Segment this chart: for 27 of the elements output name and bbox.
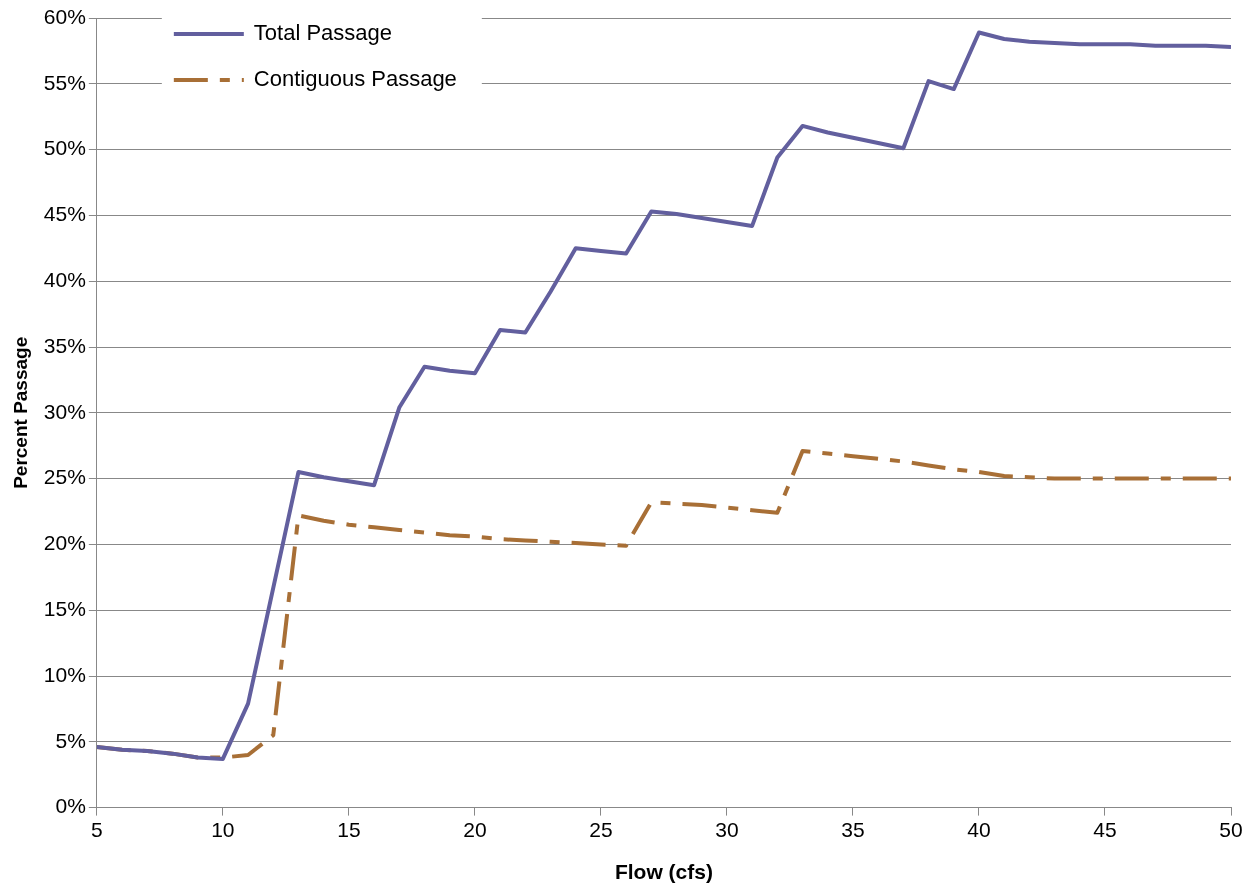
x-tick-label: 40: [967, 818, 991, 841]
x-tick-label: 5: [90, 818, 103, 841]
y-tick-label: 55%: [43, 70, 86, 94]
legend-label: Contiguous Passage: [253, 66, 457, 92]
legend-label: Total Passage: [253, 20, 393, 46]
x-tick-label: 10: [211, 818, 235, 841]
x-tick-label: 35: [841, 818, 865, 841]
y-tick-label: 15%: [43, 597, 86, 620]
x-tick-label: 25: [589, 818, 613, 841]
y-tick-label: 10%: [43, 662, 86, 686]
y-tick-label: 35%: [43, 333, 86, 357]
x-tick-label: 50: [1219, 818, 1243, 841]
y-tick-label: 0%: [55, 794, 86, 818]
y-tick-label: 5%: [55, 728, 86, 752]
y-tick-label: 50%: [43, 136, 86, 160]
y-tick-label: 45%: [43, 202, 86, 226]
x-tick-label: 45: [1093, 818, 1117, 841]
y-tick-label: 20%: [43, 531, 86, 555]
y-tick-label: 30%: [43, 399, 86, 423]
y-tick-label: 40%: [43, 268, 86, 291]
y-tick-label: 60%: [43, 4, 86, 28]
x-tick-label: 30: [715, 818, 739, 841]
y-axis-title: Percent Passage: [9, 336, 31, 489]
x-tick-label: 20: [463, 818, 487, 841]
x-tick-label: 15: [337, 818, 361, 841]
x-axis-title: Flow (cfs): [614, 860, 713, 884]
y-tick-label: 25%: [43, 465, 86, 489]
